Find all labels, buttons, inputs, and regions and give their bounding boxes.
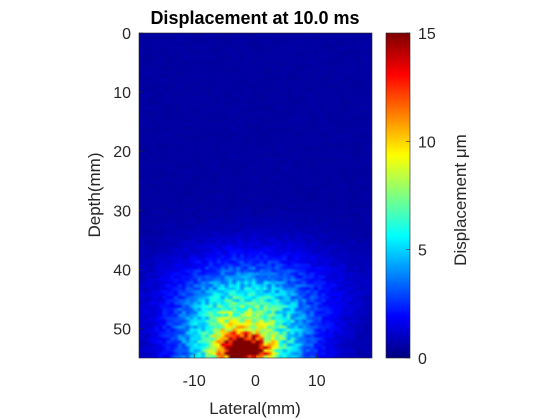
x-tick-label: 0: [251, 373, 260, 390]
chart-title: Displacement at 10.0 ms: [150, 8, 359, 28]
y-axis-label: Depth(mm): [85, 152, 104, 237]
displacement-heatmap: [139, 33, 372, 358]
x-axis-label: Lateral(mm): [209, 399, 301, 418]
y-tick-label: 50: [113, 321, 131, 338]
colorbar-tick-label: 0: [418, 351, 427, 368]
colorbar-ticks: 0 5 10 15: [406, 26, 436, 368]
colorbar-gradient: [386, 33, 410, 358]
y-tick-label: 0: [122, 26, 131, 43]
colorbar: 0 5 10 15 Displacement μm: [385, 26, 470, 368]
colorbar-frame: [385, 32, 411, 359]
colorbar-tick-label: 5: [418, 243, 427, 260]
y-tick-label: 10: [113, 85, 131, 102]
y-axis: 0 10 20 30 40 50: [113, 26, 143, 338]
y-tick-label: 20: [113, 144, 131, 161]
x-tick-label: 10: [308, 373, 326, 390]
y-tick-label: 40: [113, 262, 131, 279]
y-tick-label: 30: [113, 203, 131, 220]
colorbar-tick-label: 10: [418, 134, 436, 151]
heatmap-plot-area: [138, 32, 373, 359]
x-axis: -10 0 10: [183, 354, 326, 390]
colorbar-tick-label: 15: [418, 26, 436, 43]
x-tick-label: -10: [183, 373, 206, 390]
colorbar-label: Displacement μm: [451, 134, 470, 266]
